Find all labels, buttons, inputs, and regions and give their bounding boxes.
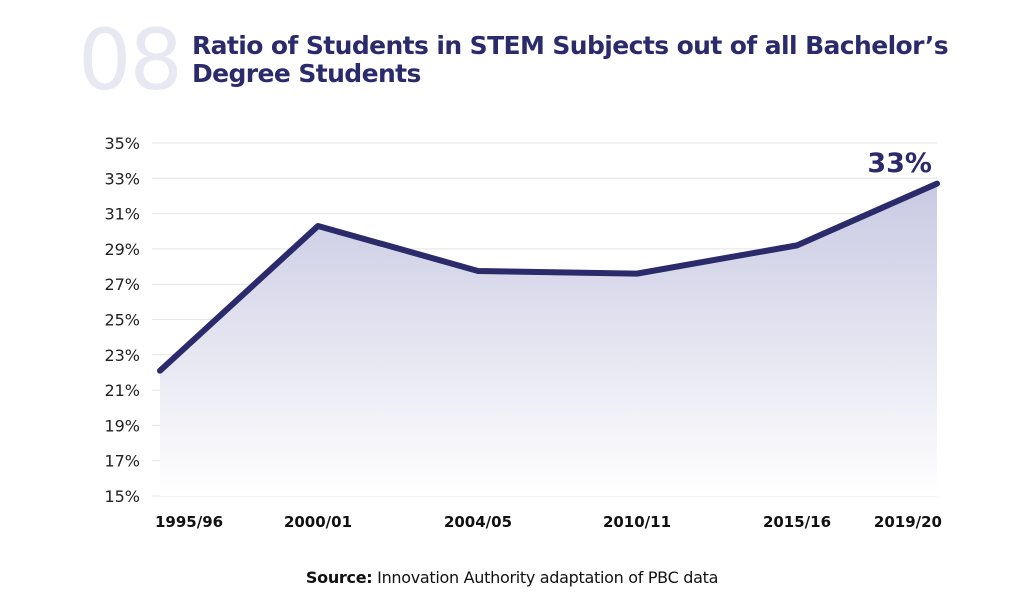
y-tick-label: 23%	[104, 346, 140, 365]
y-tick-label: 25%	[104, 311, 140, 330]
y-tick-label: 29%	[104, 240, 140, 259]
y-tick-label: 35%	[104, 134, 140, 153]
y-tick-label: 27%	[104, 275, 140, 294]
data-label-last: 33%	[867, 148, 932, 179]
source-label: Source:	[305, 568, 373, 587]
x-tick-label: 2004/05	[444, 513, 512, 531]
area-fill	[160, 183, 937, 496]
x-tick-label: 1995/96	[155, 513, 223, 531]
y-tick-label: 33%	[104, 169, 140, 188]
y-tick-label: 31%	[104, 205, 140, 224]
y-tick-label: 17%	[104, 452, 140, 471]
x-tick-label: 2000/01	[284, 513, 352, 531]
source-text: Innovation Authority adaptation of PBC d…	[377, 568, 719, 587]
chart-title-line1: Ratio of Students in STEM Subjects out o…	[192, 31, 949, 60]
chart-title-line2: Degree Students	[192, 59, 421, 88]
x-tick-label: 2015/16	[763, 513, 831, 531]
x-tick-label: 2019/20	[874, 513, 942, 531]
x-tick-label: 2010/11	[603, 513, 671, 531]
chart-title: Ratio of Students in STEM Subjects out o…	[192, 31, 949, 88]
y-tick-label: 19%	[104, 416, 140, 435]
chart-number: 08	[78, 11, 183, 109]
source-note: Source: Innovation Authority adaptation …	[0, 568, 1024, 587]
series-line	[157, 180, 940, 374]
y-tick-label: 15%	[104, 487, 140, 506]
y-tick-label: 21%	[104, 381, 140, 400]
